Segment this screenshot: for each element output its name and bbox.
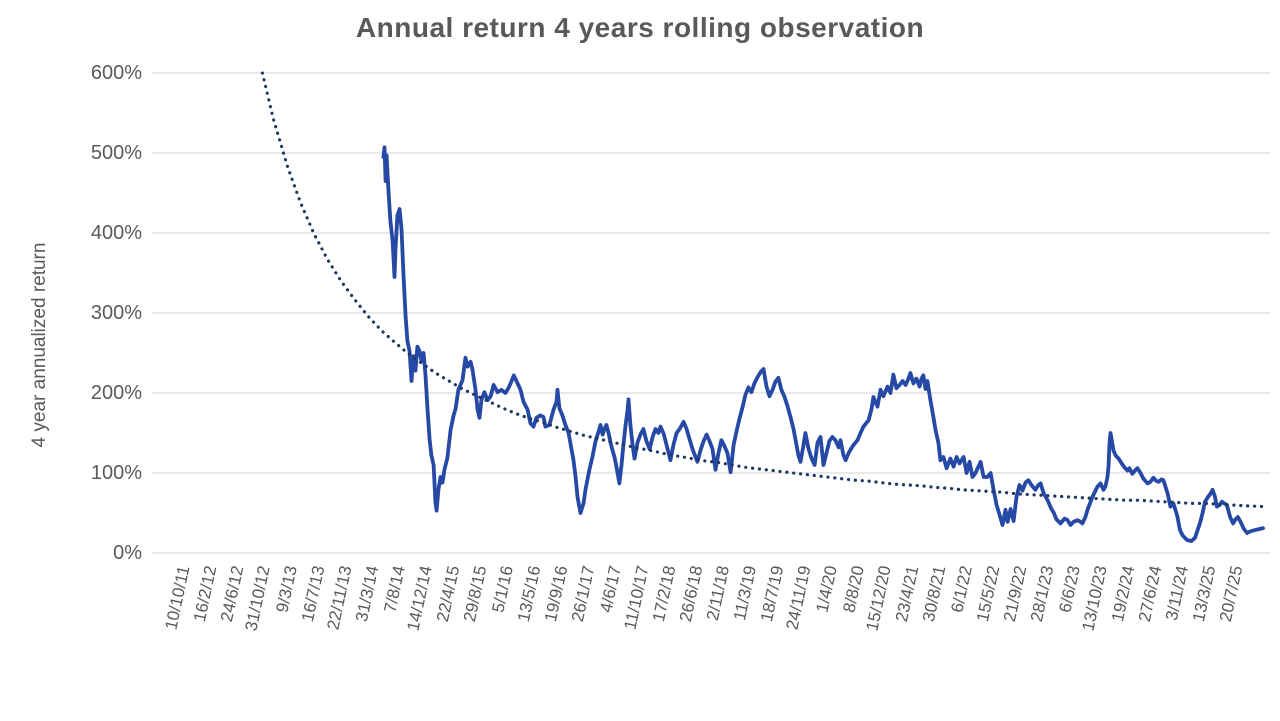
trendline-dotted <box>260 71 1265 509</box>
y-tick-label: 100% <box>90 462 142 484</box>
y-tick-label: 400% <box>90 222 142 244</box>
y-tick-label: 600% <box>90 62 142 84</box>
y-tick-label: 500% <box>90 142 142 164</box>
y-tick-label: 300% <box>90 302 142 324</box>
data-series-line <box>381 145 1265 543</box>
y-axis-title: 4 year annualized return <box>29 242 50 448</box>
chart-title: Annual return 4 years rolling observatio… <box>355 12 925 43</box>
y-tick-label: 0% <box>113 542 142 564</box>
y-tick-label: 200% <box>90 382 142 404</box>
